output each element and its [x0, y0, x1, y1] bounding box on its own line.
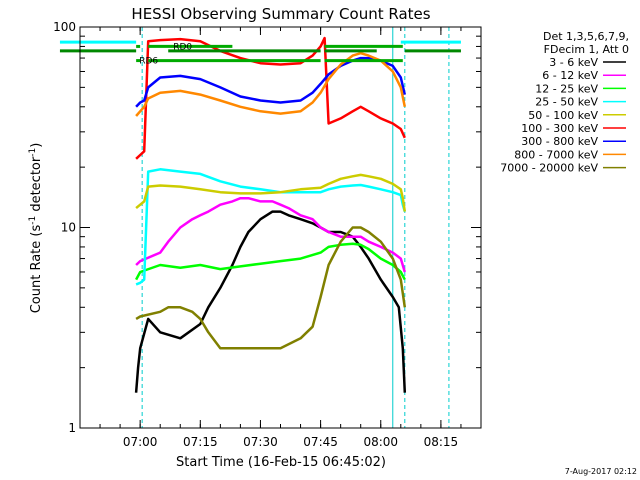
series-line-1	[135, 196, 406, 273]
series-line-2	[134, 242, 406, 281]
y-axis: 1 10 100	[53, 20, 481, 435]
date-stamp: 7-Aug-2017 02:12	[565, 467, 637, 476]
flags-layer: RD0 RD6	[59, 40, 461, 67]
series-line-6	[135, 56, 407, 108]
legend-label-6: 300 - 800 keV	[521, 135, 598, 148]
legend-header-line-1: Det 1,3,5,6,7,9,	[543, 30, 629, 43]
legend-header-line-2: FDecim 1, Att 0	[544, 43, 629, 56]
series-line-8	[135, 226, 407, 350]
legend-label-4: 50 - 100 keV	[528, 109, 598, 122]
y-axis-label: Count Rate (s-1 detector-1)	[28, 143, 44, 314]
legend-label-3: 25 - 50 keV	[535, 96, 598, 109]
legend-label-7: 800 - 7000 keV	[514, 148, 598, 161]
series-line-0	[134, 210, 407, 393]
legend-label-8: 7000 - 20000 keV	[500, 162, 598, 175]
legend-label-0: 3 - 6 keV	[549, 56, 598, 69]
chart-title: HESSI Observing Summary Count Rates	[131, 5, 430, 23]
series-line-3	[135, 168, 407, 286]
legend-label-1: 6 - 12 keV	[542, 69, 598, 82]
x-tick-label-1: 07:15	[183, 435, 218, 449]
y-tick-label-0: 1	[68, 421, 76, 435]
x-tick-label-5: 08:15	[424, 435, 459, 449]
series-layer	[134, 36, 407, 393]
y-tick-label-1: 10	[61, 221, 76, 235]
series-line-4	[135, 173, 407, 212]
flag-label-0: RD0	[173, 42, 192, 52]
legend: Det 1,3,5,6,7,9, FDecim 1, Att 0 3 - 6 k…	[500, 30, 629, 175]
x-tick-label-0: 07:00	[123, 435, 158, 449]
series-line-7	[135, 51, 407, 117]
x-axis-label: Start Time (16-Feb-15 06:45:02)	[176, 455, 386, 470]
x-axis: 07:00 07:15 07:30 07:45 08:00 08:15	[99, 27, 462, 449]
x-tick-label-2: 07:30	[243, 435, 278, 449]
flag-label-1: RD6	[139, 57, 158, 67]
y-tick-label-2: 100	[53, 20, 76, 34]
x-tick-label-3: 07:45	[303, 435, 338, 449]
x-tick-label-4: 08:00	[363, 435, 398, 449]
legend-label-5: 100 - 300 keV	[521, 122, 598, 135]
legend-label-2: 12 - 25 keV	[535, 82, 598, 95]
